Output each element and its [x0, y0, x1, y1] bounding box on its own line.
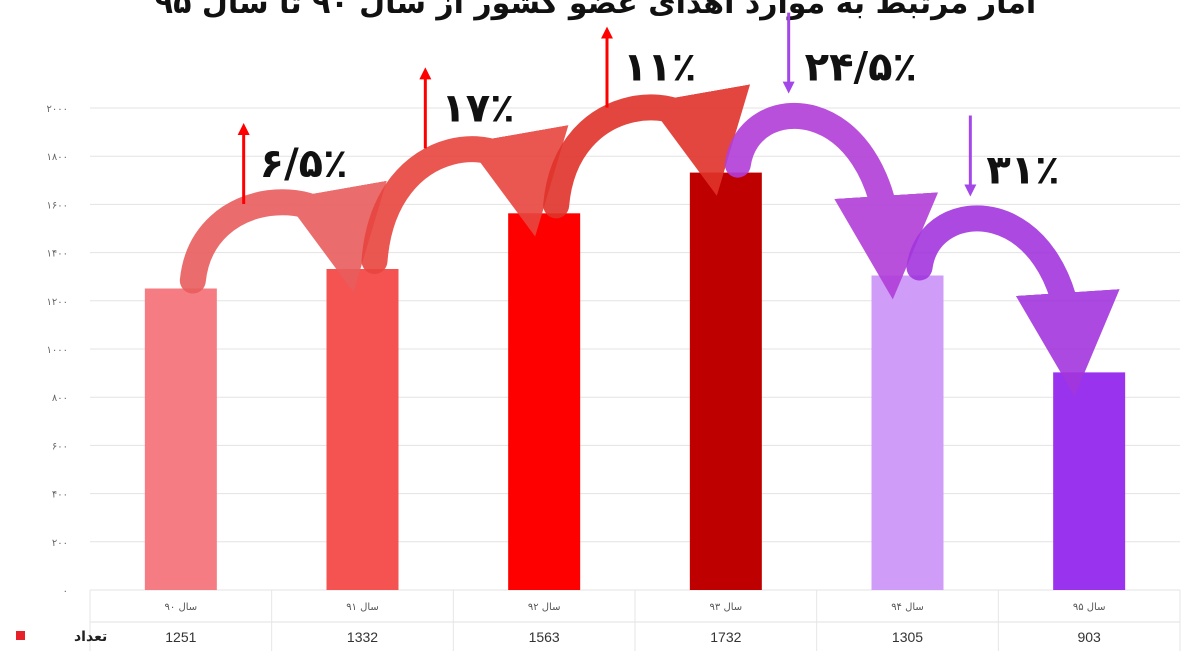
- bar: [326, 268, 399, 590]
- bar: [1053, 372, 1126, 590]
- bar: [508, 213, 581, 590]
- category-label: سال ۹۱: [346, 602, 379, 613]
- y-tick-label: ۱۴۰۰: [47, 249, 68, 260]
- y-tick-label: ۱۸۰۰: [47, 152, 68, 163]
- category-label: سال ۹۴: [891, 602, 924, 613]
- y-tick-label: ۲۰۰۰: [47, 104, 68, 115]
- bar: [689, 172, 762, 590]
- change-arrow: [724, 102, 939, 300]
- change-arrow: [361, 125, 569, 274]
- category-label: سال ۹۳: [710, 602, 743, 613]
- y-tick-label: ۰: [63, 586, 68, 597]
- change-percent-label: ۱۱٪: [623, 45, 696, 91]
- y-tick-label: ۶۰۰: [52, 441, 68, 452]
- change-percent-label: ۱۷٪: [441, 85, 514, 131]
- chart-title: آمار مرتبط به موارد اهدای عضو کشور از سا…: [154, 0, 1037, 21]
- value-label: 903: [1077, 629, 1101, 645]
- bar: [144, 288, 217, 590]
- y-tick-label: ۱۶۰۰: [47, 200, 68, 211]
- y-tick-label: ۴۰۰: [52, 490, 68, 501]
- change-percent-label: ۲۴/۵٪: [805, 45, 917, 91]
- y-tick-label: ۱۰۰۰: [47, 345, 68, 356]
- y-tick-label: ۱۲۰۰: [47, 297, 68, 308]
- category-label: سال ۹۲: [528, 602, 561, 613]
- legend-swatch: [16, 631, 25, 640]
- value-label: 1563: [529, 629, 560, 645]
- y-tick-label: ۲۰۰: [52, 538, 68, 549]
- change-percent-label: ۶/۵٪: [260, 141, 348, 187]
- y-tick-label: ۸۰۰: [52, 393, 68, 404]
- change-percent-label: ۳۱٪: [986, 147, 1059, 193]
- value-label: 1305: [892, 629, 923, 645]
- category-label: سال ۹۵: [1073, 602, 1106, 613]
- value-label: 1251: [165, 629, 196, 645]
- change-arrow: [179, 180, 387, 294]
- value-label: 1332: [347, 629, 378, 645]
- change-arrow: [906, 205, 1120, 397]
- change-arrow: [543, 84, 750, 219]
- category-label: سال ۹۰: [165, 602, 198, 613]
- bar: [871, 275, 944, 590]
- legend-label: تعداد: [74, 629, 107, 645]
- value-label: 1732: [710, 629, 741, 645]
